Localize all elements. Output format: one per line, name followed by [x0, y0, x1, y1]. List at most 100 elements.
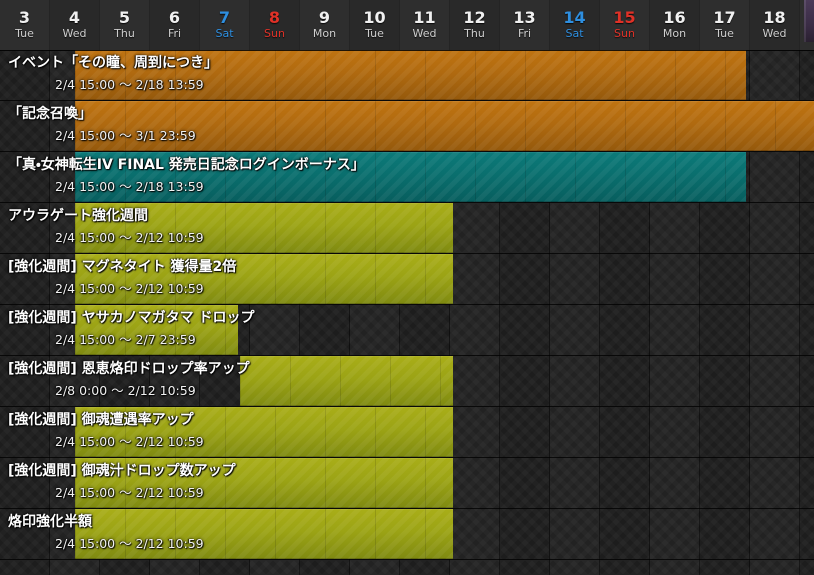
date-header-cell-4[interactable]: 4 Wed	[50, 0, 100, 50]
date-number: 14	[563, 8, 586, 27]
timeline-column-15	[600, 50, 650, 575]
event-bar[interactable]	[75, 407, 453, 457]
event-row[interactable]: [強化週間] 御魂汁ドロップ数アップ 2/4 15:00 〜 2/12 10:59	[0, 458, 814, 509]
date-header-cell-7[interactable]: 7 Sat	[200, 0, 250, 50]
event-row[interactable]: 「真・女神転生IV FINAL 発売日記念ログインボーナス」 2/4 15:00 …	[0, 152, 814, 203]
date-weekday: Wed	[62, 27, 87, 40]
event-title: [強化週間] マグネタイト 獲得量2倍	[8, 259, 237, 275]
event-row[interactable]: イベント「その瞳、周到につき」 2/4 15:00 〜 2/18 13:59	[0, 50, 814, 101]
date-header-cell-6[interactable]: 6 Fri	[150, 0, 200, 50]
event-bar[interactable]	[75, 152, 746, 202]
date-header-cell-13[interactable]: 13 Fri	[500, 0, 550, 50]
date-number: 4	[68, 8, 81, 27]
event-date-range: 2/4 15:00 〜 3/1 23:59	[55, 128, 196, 143]
timeline-column-13	[500, 50, 550, 575]
timeline-column-11	[400, 50, 450, 575]
date-number: 3	[18, 8, 31, 27]
date-header-cell-15[interactable]: 15 Sun	[600, 0, 650, 50]
event-date-range: 2/4 15:00 〜 2/12 10:59	[55, 281, 204, 296]
event-bar[interactable]	[75, 254, 453, 304]
event-label-group: イベント「その瞳、周到につき」 2/4 15:00 〜 2/18 13:59	[0, 50, 814, 101]
timeline-column-18	[750, 50, 800, 575]
event-label-group: 「記念召喚」 2/4 15:00 〜 3/1 23:59	[0, 101, 814, 152]
date-weekday: Mon	[662, 27, 687, 40]
date-number: 18	[763, 8, 786, 27]
event-row[interactable]: 「記念召喚」 2/4 15:00 〜 3/1 23:59	[0, 101, 814, 152]
event-label-group: 烙印強化半額 2/4 15:00 〜 2/12 10:59	[0, 509, 814, 560]
event-label-group: 「真・女神転生IV FINAL 発売日記念ログインボーナス」 2/4 15:00 …	[0, 152, 814, 203]
event-bar[interactable]	[75, 203, 453, 253]
event-date-range: 2/4 15:00 〜 2/12 10:59	[55, 434, 204, 449]
event-bar[interactable]	[75, 305, 238, 355]
event-row[interactable]: [強化週間] 恩恵烙印ドロップ率アップ 2/8 0:00 〜 2/12 10:59	[0, 356, 814, 407]
date-weekday: Fri	[517, 27, 532, 40]
date-header-cell-16[interactable]: 16 Mon	[650, 0, 700, 50]
date-number: 12	[463, 8, 486, 27]
event-row[interactable]: [強化週間] マグネタイト 獲得量2倍 2/4 15:00 〜 2/12 10:5…	[0, 254, 814, 305]
date-header-cell-5[interactable]: 5 Thu	[100, 0, 150, 50]
event-rows: イベント「その瞳、周到につき」 2/4 15:00 〜 2/18 13:59 「記念…	[0, 50, 814, 575]
date-number: 8	[268, 8, 281, 27]
date-header-cell-9[interactable]: 9 Mon	[300, 0, 350, 50]
event-date-range: 2/4 15:00 〜 2/18 13:59	[55, 77, 204, 92]
date-weekday: Thu	[464, 27, 485, 40]
date-header-cell-18[interactable]: 18 Wed	[750, 0, 800, 50]
date-number: 15	[613, 8, 636, 27]
date-header-cell-11[interactable]: 11 Wed	[400, 0, 450, 50]
date-weekday: Wed	[412, 27, 437, 40]
event-bar[interactable]	[75, 50, 746, 100]
event-title: アウラゲート強化週間	[8, 208, 148, 224]
event-title: [強化週間] 御魂汁ドロップ数アップ	[8, 463, 236, 479]
date-number: 16	[663, 8, 686, 27]
date-number: 9	[318, 8, 331, 27]
timeline-body[interactable]: イベント「その瞳、周到につき」 2/4 15:00 〜 2/18 13:59 「記念…	[0, 50, 814, 575]
date-header-cell-17[interactable]: 17 Tue	[700, 0, 750, 50]
timeline-column-3	[0, 50, 50, 575]
event-title: [強化週間] 御魂遭遇率アップ	[8, 412, 194, 428]
date-weekday: Sat	[565, 27, 584, 40]
event-row[interactable]: [強化週間] 御魂遭遇率アップ 2/4 15:00 〜 2/12 10:59	[0, 407, 814, 458]
event-title: イベント「その瞳、周到につき」	[8, 55, 218, 71]
event-row[interactable]: アウラゲート強化週間 2/4 15:00 〜 2/12 10:59	[0, 203, 814, 254]
date-weekday: Sat	[215, 27, 234, 40]
date-header-cell-10[interactable]: 10 Tue	[350, 0, 400, 50]
event-title: [強化週間] 恩恵烙印ドロップ率アップ	[8, 361, 250, 377]
event-title: [強化週間] ヤサカノマガタマ ドロップ	[8, 310, 255, 326]
event-bar[interactable]	[75, 509, 453, 559]
event-label-group: [強化週間] ヤサカノマガタマ ドロップ 2/4 15:00 〜 2/7 23:5…	[0, 305, 814, 356]
date-header-cell-3[interactable]: 3 Tue	[0, 0, 50, 50]
event-label-group: [強化週間] マグネタイト 獲得量2倍 2/4 15:00 〜 2/12 10:5…	[0, 254, 814, 305]
event-bar[interactable]	[75, 458, 453, 508]
event-date-range: 2/8 0:00 〜 2/12 10:59	[55, 383, 196, 398]
date-weekday: Sun	[614, 27, 635, 40]
event-row[interactable]: 烙印強化半額 2/4 15:00 〜 2/12 10:59	[0, 509, 814, 560]
date-weekday: Thu	[114, 27, 135, 40]
right-edge-accent-strip	[804, 0, 814, 42]
event-label-group: [強化週間] 御魂汁ドロップ数アップ 2/4 15:00 〜 2/12 10:59	[0, 458, 814, 509]
date-weekday: Tue	[15, 27, 34, 40]
event-title: 「記念召喚」	[8, 106, 92, 122]
event-date-range: 2/4 15:00 〜 2/18 13:59	[55, 179, 204, 194]
date-number: 17	[713, 8, 736, 27]
timeline-column-8	[250, 50, 300, 575]
date-weekday: Sun	[264, 27, 285, 40]
date-weekday: Tue	[365, 27, 384, 40]
event-date-range: 2/4 15:00 〜 2/7 23:59	[55, 332, 196, 347]
event-title: 烙印強化半額	[8, 514, 92, 530]
timeline-column-14	[550, 50, 600, 575]
date-header-cell-14[interactable]: 14 Sat	[550, 0, 600, 50]
event-bar[interactable]	[75, 101, 814, 151]
date-header-cell-12[interactable]: 12 Thu	[450, 0, 500, 50]
timeline-column-10	[350, 50, 400, 575]
date-weekday: Fri	[167, 27, 182, 40]
event-bar[interactable]	[240, 356, 453, 406]
date-weekday: Mon	[312, 27, 337, 40]
timeline-column-16	[650, 50, 700, 575]
date-number: 5	[118, 8, 131, 27]
event-label-group: アウラゲート強化週間 2/4 15:00 〜 2/12 10:59	[0, 203, 814, 254]
date-number: 6	[168, 8, 181, 27]
date-header-cell-8[interactable]: 8 Sun	[250, 0, 300, 50]
date-number: 13	[513, 8, 536, 27]
event-row[interactable]: [強化週間] ヤサカノマガタマ ドロップ 2/4 15:00 〜 2/7 23:5…	[0, 305, 814, 356]
